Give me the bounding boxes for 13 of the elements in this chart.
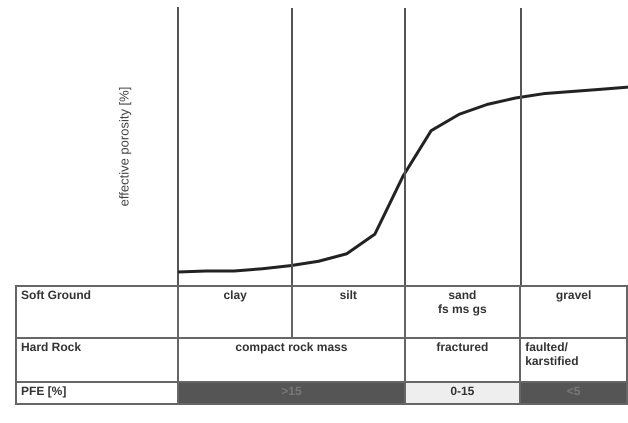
text: PFE [%] [16,382,178,404]
text: fs ms gs [438,302,487,316]
y-axis-title: effective porosity [%] [116,86,132,206]
text: clay [178,286,292,338]
text: Soft Ground [16,286,178,338]
text: gravel [520,286,627,338]
text: silt [292,286,404,338]
text: Hard Rock [16,338,178,382]
text: faulted/ karstified [520,338,627,382]
text: fractured [404,338,520,382]
text: compact rock mass [178,338,404,382]
text: 0-15 [404,382,520,404]
text: sand [448,288,476,302]
